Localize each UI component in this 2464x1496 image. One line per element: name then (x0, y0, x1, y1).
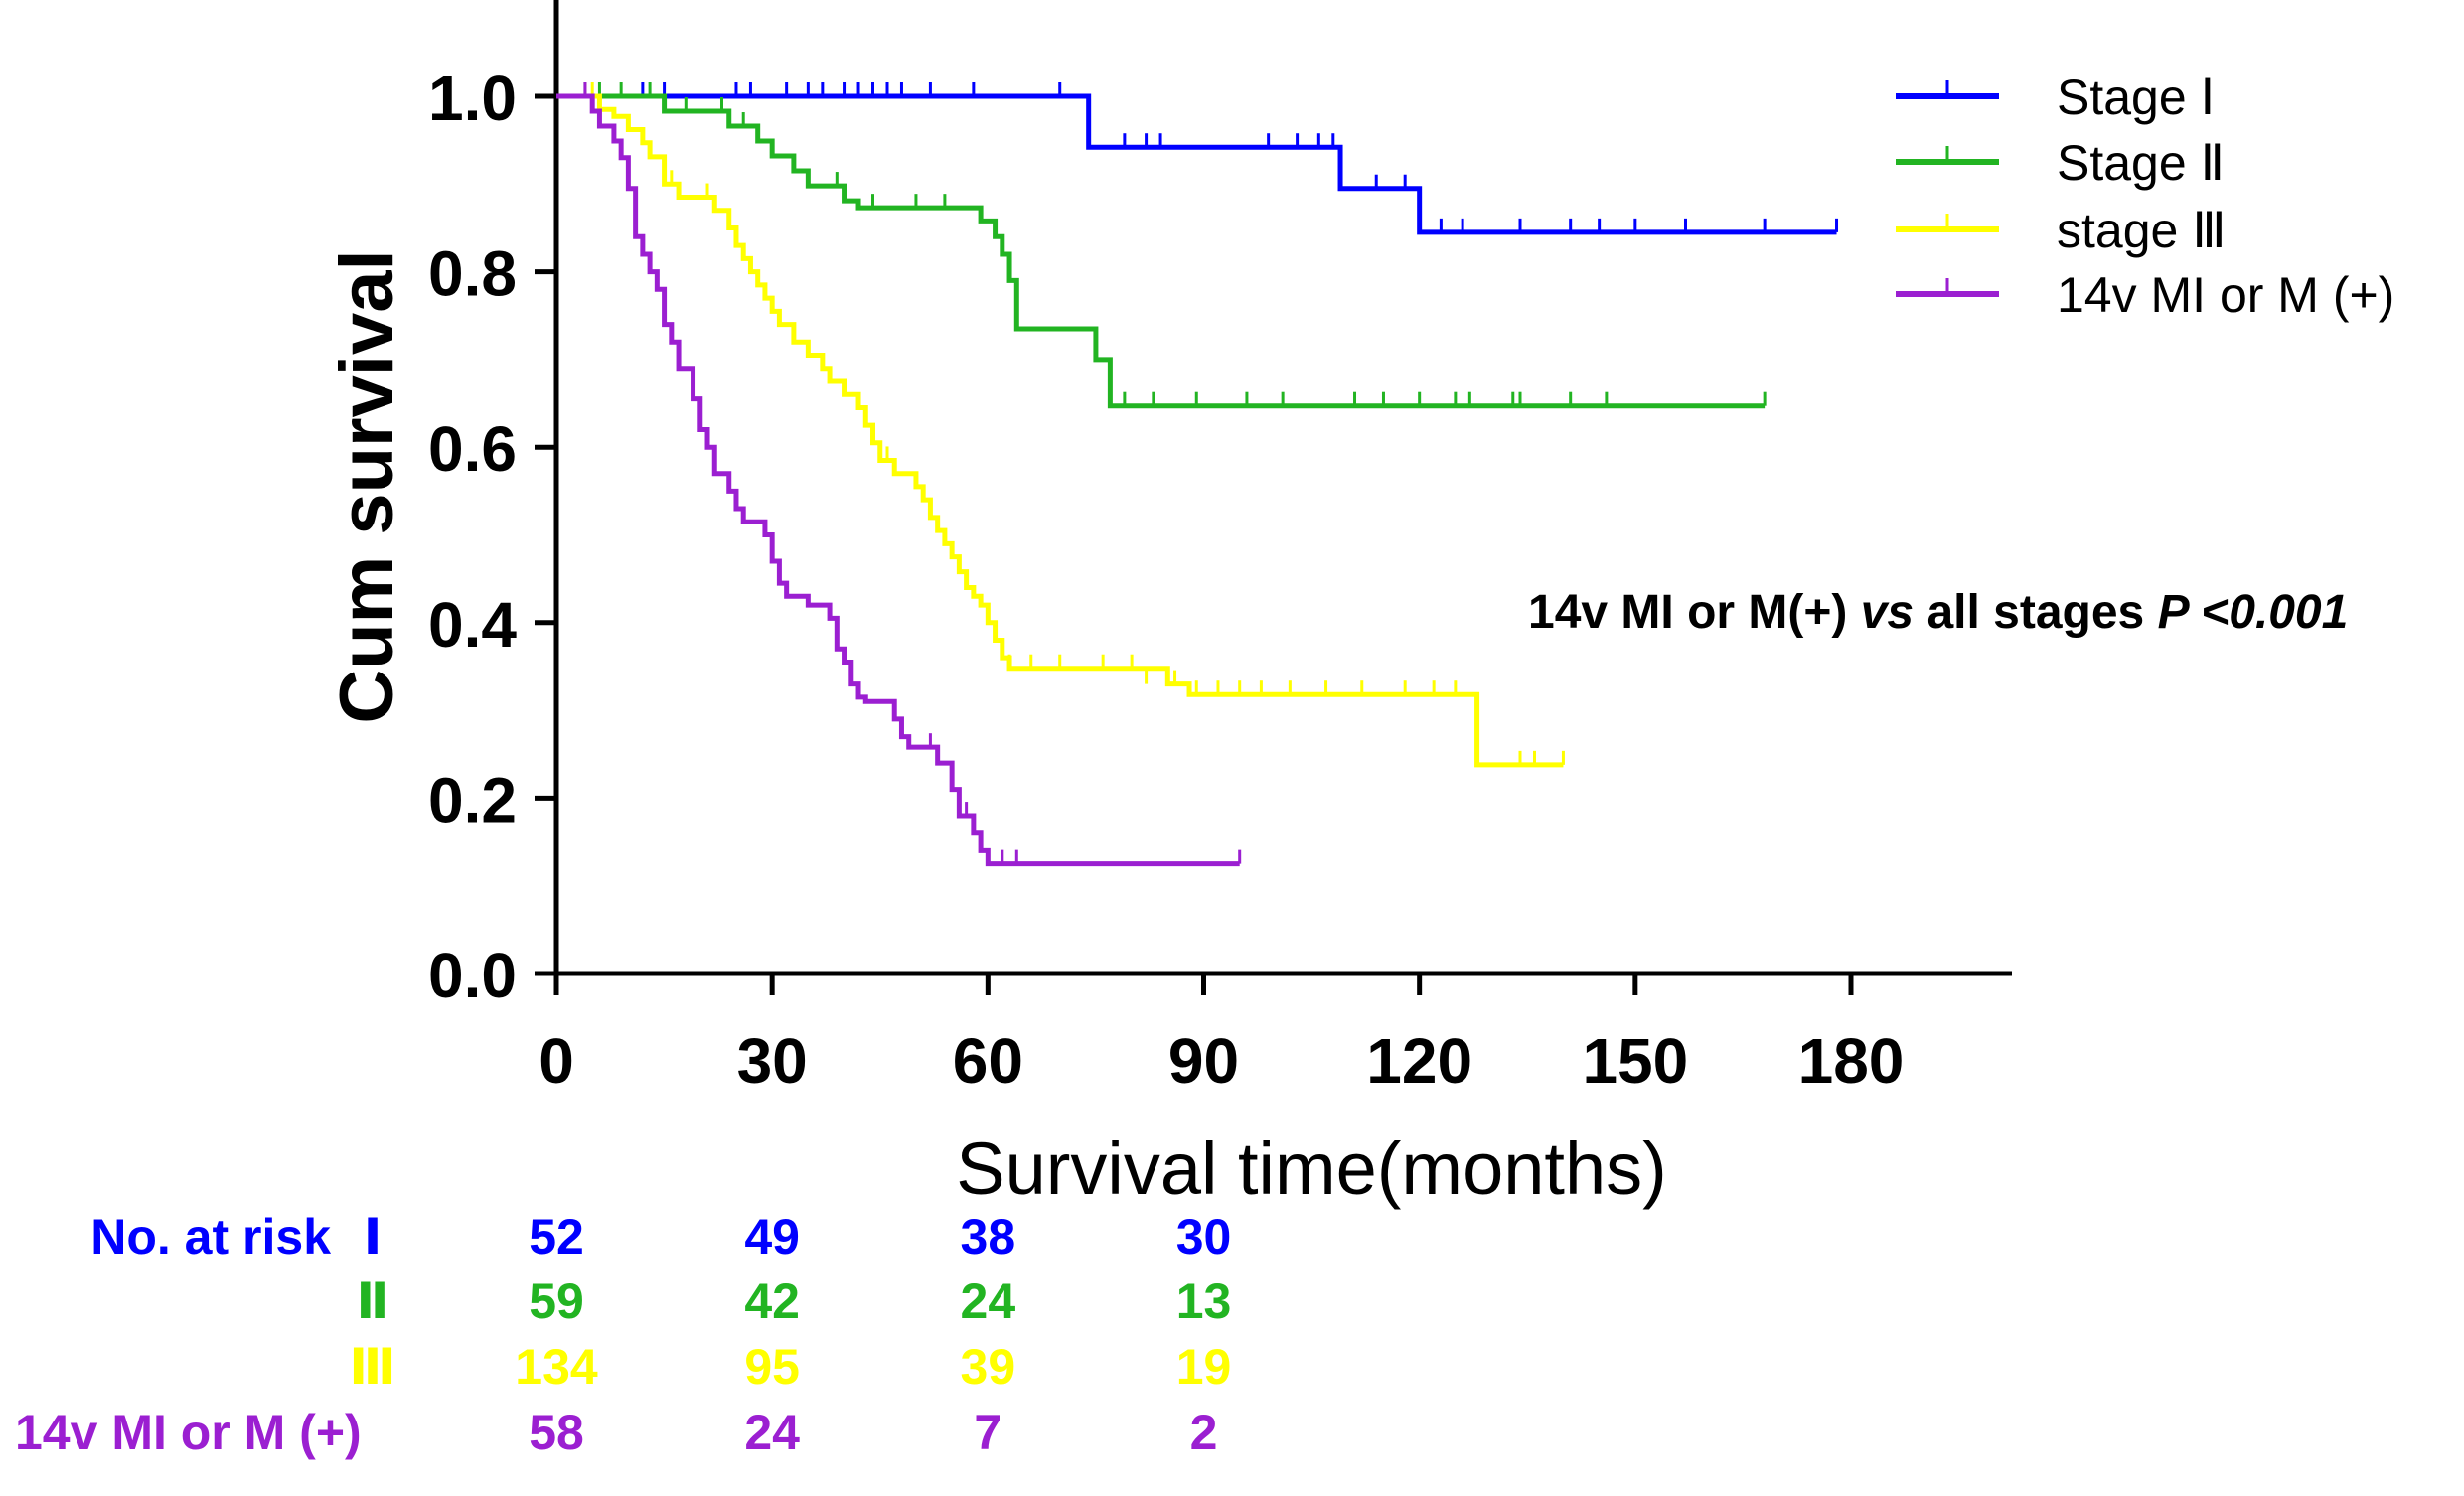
at-risk-value: 2 (1190, 1405, 1218, 1460)
at-risk-row-4: 14v MI or M (+) 58 24 7 2 (15, 1405, 1217, 1460)
at-risk-row-3: Ⅲ 134 95 39 19 (349, 1339, 1231, 1395)
legend-item-4: 14v MI or M (+) (1896, 267, 2394, 323)
at-risk-value: 38 (961, 1209, 1016, 1265)
survival-curve (556, 93, 1837, 235)
legend-label: stage Ⅲ (2057, 203, 2227, 258)
annotation-part: vs (1861, 586, 1914, 639)
at-risk-value: 24 (961, 1273, 1016, 1329)
x-axis-title: Survival time(months) (956, 1127, 1667, 1210)
y-tick-label: 0.6 (428, 413, 517, 485)
legend-label: Stage Ⅱ (2057, 135, 2225, 191)
series-layer (556, 82, 1839, 867)
legend-label: Stage Ⅰ (2057, 70, 2215, 125)
at-risk-value: 95 (744, 1339, 800, 1395)
at-risk-value: 19 (1176, 1339, 1232, 1395)
legend-item-3: stage Ⅲ (1896, 203, 2227, 258)
annotation-part: <0.001 (2188, 586, 2348, 639)
legend: Stage Ⅰ Stage Ⅱ stage Ⅲ 14v MI or M (+) (1896, 70, 2394, 323)
survival-curve (556, 93, 1766, 409)
at-risk-table: No. at risk Ⅰ 52 49 38 30 Ⅱ 59 42 24 13 Ⅲ 134 95 39 19 1… (15, 1209, 1231, 1460)
y-tick-label: 0.4 (428, 589, 517, 661)
x-tick-label: 120 (1366, 1025, 1472, 1097)
x-tick-label: 0 (539, 1025, 574, 1097)
at-risk-row-2: Ⅱ 59 42 24 13 (357, 1273, 1232, 1329)
at-risk-value: 52 (529, 1209, 584, 1265)
x-tick-label: 30 (737, 1025, 808, 1097)
series-4 (556, 82, 1242, 867)
series-3 (556, 82, 1565, 768)
series-1 (556, 82, 1839, 235)
x-tick-label: 90 (1168, 1025, 1239, 1097)
annotation-part: P (2158, 586, 2191, 639)
y-tick-label: 0.2 (428, 764, 517, 835)
annotation: 14v MI or M(+) vs all stages P <0.001 (1528, 586, 2348, 639)
y-tick-label: 0.0 (428, 940, 517, 1011)
at-risk-value: 42 (744, 1273, 800, 1329)
axes: 0 30 60 90 120 150 180 0.0 0.2 0.4 0.6 0.8 1.0 Cum su… (325, 0, 2012, 1210)
x-tick-label: 150 (1582, 1025, 1688, 1097)
at-risk-group: Ⅰ (364, 1209, 383, 1265)
p-value-annotation: 14v MI or M(+) vs all stages P <0.001 (1528, 586, 2348, 639)
y-axis-title: Cum survival (325, 249, 409, 723)
at-risk-value: 7 (974, 1405, 1001, 1460)
at-risk-value: 59 (529, 1273, 584, 1329)
survival-curve (556, 93, 1240, 867)
at-risk-group: Ⅲ (349, 1339, 395, 1395)
y-tick-label: 1.0 (428, 63, 517, 134)
survival-curve (556, 93, 1564, 768)
x-tick-label: 60 (953, 1025, 1023, 1097)
legend-label: 14v MI or M (+) (2057, 267, 2394, 323)
annotation-part: 14v MI or M(+) (1528, 586, 1861, 639)
at-risk-value: 58 (529, 1405, 584, 1460)
annotation-part: all stages (1914, 586, 2157, 639)
y-tick-label: 0.8 (428, 238, 517, 310)
x-tick-label: 180 (1798, 1025, 1905, 1097)
at-risk-value: 39 (961, 1339, 1016, 1395)
at-risk-value: 30 (1176, 1209, 1232, 1265)
legend-item-2: Stage Ⅱ (1896, 135, 2225, 191)
at-risk-group: Ⅱ (357, 1273, 389, 1329)
at-risk-value: 24 (744, 1405, 800, 1460)
at-risk-group: 14v MI or M (+) (15, 1405, 362, 1460)
at-risk-value: 13 (1176, 1273, 1232, 1329)
at-risk-value: 134 (515, 1339, 598, 1395)
at-risk-value: 49 (744, 1209, 800, 1265)
legend-item-1: Stage Ⅰ (1896, 70, 2215, 125)
series-2 (556, 82, 1767, 409)
at-risk-row-1: Ⅰ 52 49 38 30 (364, 1209, 1232, 1265)
at-risk-label: No. at risk (90, 1209, 331, 1265)
